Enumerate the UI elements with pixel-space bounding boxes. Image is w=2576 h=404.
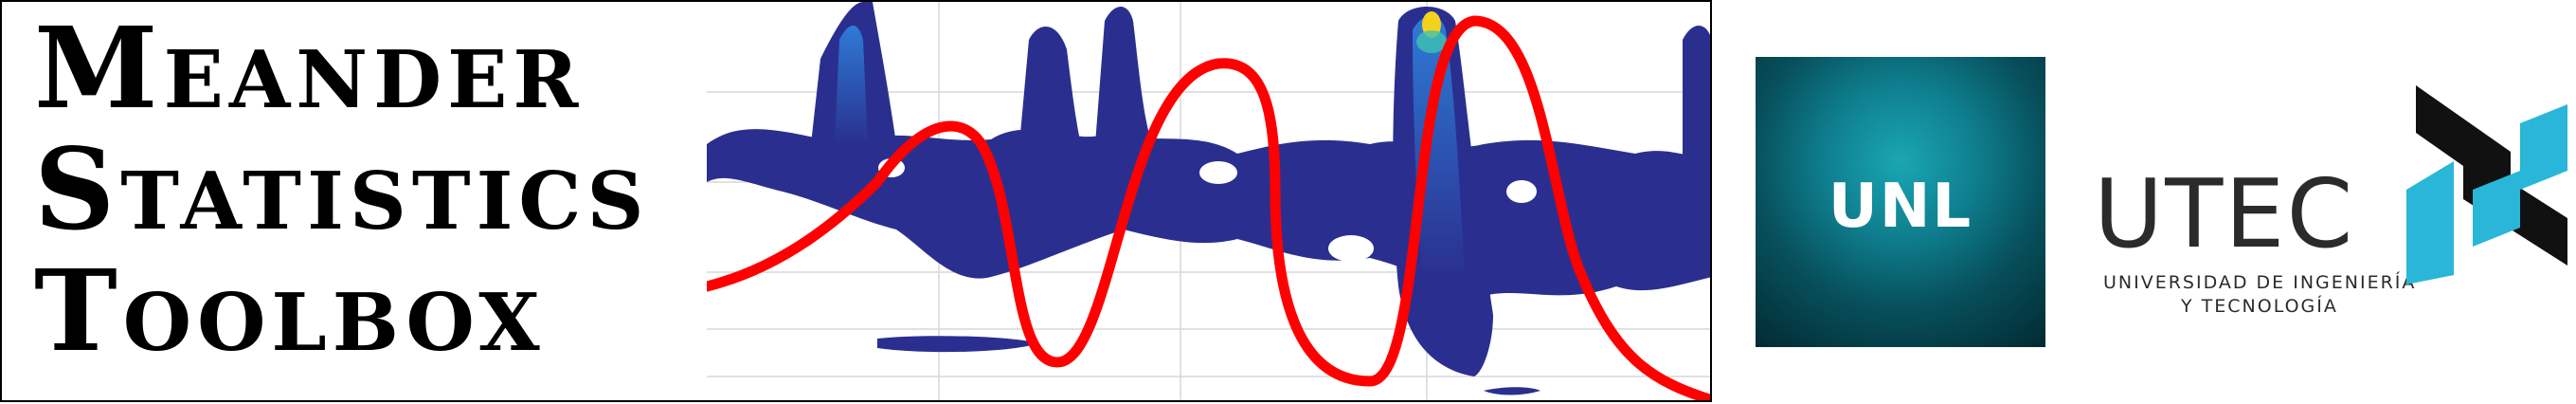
title-line-3: Toolbox xyxy=(34,245,546,376)
unl-logo-text: UNL xyxy=(1828,172,1973,242)
unl-logo: UNL xyxy=(1756,57,2045,347)
wavelet-spectrum-illustration xyxy=(707,2,1710,400)
title-line-1: Meander xyxy=(34,2,585,134)
utec-subtitle-line-1: UNIVERSIDAD DE INGENIERÍA xyxy=(2103,272,2417,293)
meander-centerline-curve xyxy=(707,15,1710,400)
utec-logo: UTEC UNIVERSIDAD DE INGENIERÍA Y TECNOLO… xyxy=(2094,85,2567,332)
spectrum-highlights xyxy=(835,11,1465,277)
meander-toolbox-banner: Meander Statistics Toolbox xyxy=(0,0,1712,402)
utec-subtitle-line-2: Y TECNOLOGÍA xyxy=(2181,296,2338,317)
banner-title: Meander Statistics Toolbox xyxy=(34,8,735,396)
contour-gaps xyxy=(878,158,1537,262)
utec-wordmark: UTEC xyxy=(2094,158,2355,269)
utec-emblem-icon xyxy=(2406,85,2567,285)
title-line-2: Statistics xyxy=(34,123,650,255)
